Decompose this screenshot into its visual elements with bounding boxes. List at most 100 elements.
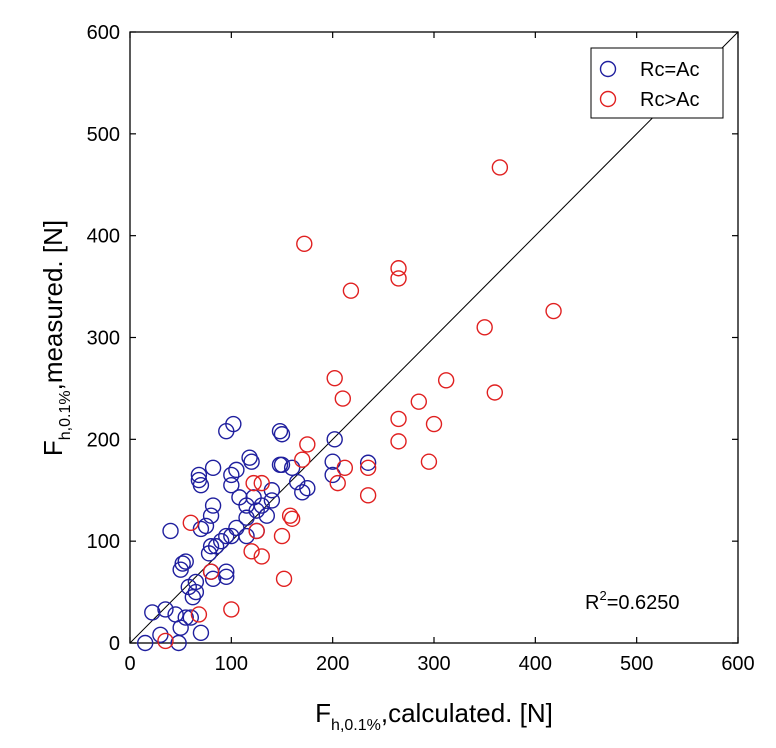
data-point-rc-eq-ac <box>263 492 281 509</box>
data-point-rc-gt-ac <box>273 527 291 545</box>
data-point-rc-eq-ac <box>184 588 202 606</box>
data-point-rc-eq-ac <box>326 431 343 448</box>
x-axis-label-rest: ,calculated. [N] <box>381 698 553 728</box>
data-point-rc-eq-ac <box>294 484 311 501</box>
data-point-rc-eq-ac <box>136 634 154 652</box>
data-point-rc-eq-ac <box>218 527 235 545</box>
legend-label-rc-eq-ac: Rc=Ac <box>640 59 699 81</box>
data-point-rc-eq-ac <box>359 454 377 471</box>
data-point-rc-eq-ac <box>152 626 169 644</box>
data-point-rc-gt-ac <box>253 548 270 565</box>
data-point-rc-eq-ac <box>273 426 291 443</box>
x-axis-label-main: F <box>315 698 331 728</box>
data-points <box>136 159 562 652</box>
data-point-rc-gt-ac <box>491 159 509 176</box>
data-point-rc-gt-ac <box>253 474 270 492</box>
data-point-rc-gt-ac <box>223 601 240 618</box>
data-point-rc-eq-ac <box>207 538 225 555</box>
data-point-rc-eq-ac <box>174 555 191 572</box>
data-point-rc-eq-ac <box>192 476 210 494</box>
data-point-rc-eq-ac <box>225 415 242 433</box>
data-point-rc-eq-ac <box>204 570 222 588</box>
data-point-rc-eq-ac <box>192 624 210 642</box>
legend: Rc=Ac Rc>Ac <box>590 47 724 119</box>
y-axis-label-main: F <box>38 440 68 456</box>
data-point-rc-gt-ac <box>157 632 174 650</box>
data-point-rc-gt-ac <box>359 487 377 504</box>
data-point-rc-gt-ac <box>245 474 262 492</box>
data-point-rc-eq-ac <box>289 473 306 491</box>
annotation-sup: 2 <box>599 588 606 603</box>
data-point-rc-gt-ac <box>283 510 301 527</box>
x-axis: 0 100 200 300 400 500 600 <box>124 32 755 675</box>
data-point-rc-gt-ac <box>410 393 427 410</box>
data-point-rc-eq-ac <box>192 520 210 538</box>
y-tick-label: 400 <box>87 226 120 248</box>
data-point-rc-gt-ac <box>190 606 208 623</box>
data-point-rc-eq-ac <box>238 527 255 545</box>
legend-box <box>590 47 724 119</box>
data-point-rc-gt-ac <box>545 302 562 320</box>
data-point-rc-gt-ac <box>486 384 503 401</box>
r-squared-annotation: R2=0.6250 <box>585 588 680 614</box>
legend-marker-rc-eq-ac <box>599 60 617 78</box>
data-point-rc-eq-ac <box>204 459 222 477</box>
x-tick-label: 400 <box>519 653 552 675</box>
data-point-rc-eq-ac <box>228 519 245 537</box>
data-point-rc-eq-ac <box>204 497 222 514</box>
data-point-rc-eq-ac <box>223 476 240 494</box>
data-point-rc-eq-ac <box>223 466 240 484</box>
legend-label-rc-gt-ac: Rc>Ac <box>640 89 699 111</box>
data-point-rc-gt-ac <box>202 563 220 580</box>
data-point-rc-eq-ac <box>218 568 235 586</box>
data-point-rc-gt-ac <box>281 507 299 524</box>
data-point-rc-gt-ac <box>390 270 407 287</box>
data-point-rc-eq-ac <box>190 466 208 484</box>
legend-marker-rc-gt-ac <box>599 90 617 108</box>
y-axis: 0 100 200 300 400 500 600 <box>87 22 738 655</box>
data-point-rc-gt-ac <box>476 319 493 336</box>
data-point-rc-gt-ac <box>294 451 311 468</box>
data-point-rc-eq-ac <box>212 532 230 550</box>
data-point-rc-eq-ac <box>187 573 205 591</box>
data-point-rc-eq-ac <box>243 453 260 470</box>
y-tick-label: 500 <box>87 124 120 146</box>
data-point-rc-eq-ac <box>253 497 270 514</box>
x-axis-label-sub: h,0.1% <box>331 717 381 734</box>
data-point-rc-gt-ac <box>342 282 360 299</box>
data-point-rc-eq-ac <box>324 466 341 484</box>
y-tick-label: 100 <box>87 531 120 553</box>
y-tick-label: 0 <box>109 633 120 655</box>
data-point-rc-gt-ac <box>299 436 316 453</box>
data-point-rc-eq-ac <box>177 553 194 570</box>
x-tick-label: 100 <box>215 653 248 675</box>
y-tick-label: 300 <box>87 328 120 350</box>
data-point-rc-gt-ac <box>296 235 313 253</box>
x-tick-label: 200 <box>316 653 349 675</box>
data-point-rc-eq-ac <box>202 507 220 524</box>
data-point-rc-eq-ac <box>172 561 189 578</box>
data-point-rc-gt-ac <box>275 570 293 588</box>
data-point-rc-eq-ac <box>162 522 179 540</box>
data-point-rc-gt-ac <box>336 459 354 477</box>
data-point-rc-gt-ac <box>326 370 343 387</box>
data-point-rc-gt-ac <box>390 433 407 450</box>
data-point-rc-eq-ac <box>157 601 174 618</box>
x-tick-label: 300 <box>417 653 450 675</box>
y-axis-label: Fh,0.1%,measured. [N] <box>38 220 74 456</box>
data-point-rc-eq-ac <box>187 583 205 601</box>
data-point-rc-gt-ac <box>359 459 377 477</box>
y-axis-label-sub: h,0.1% <box>57 390 74 440</box>
data-point-rc-gt-ac <box>243 543 260 560</box>
data-point-rc-eq-ac <box>172 619 189 636</box>
y-tick-label: 200 <box>87 429 120 451</box>
data-point-rc-eq-ac <box>182 609 200 626</box>
data-point-rc-eq-ac <box>258 507 275 524</box>
data-point-rc-eq-ac <box>271 422 289 440</box>
data-point-rc-gt-ac <box>248 522 265 540</box>
data-point-rc-eq-ac <box>283 459 301 477</box>
y-tick-label: 600 <box>87 22 120 44</box>
y-axis-label-rest: ,measured. [N] <box>38 220 68 391</box>
x-tick-label: 0 <box>124 653 135 675</box>
